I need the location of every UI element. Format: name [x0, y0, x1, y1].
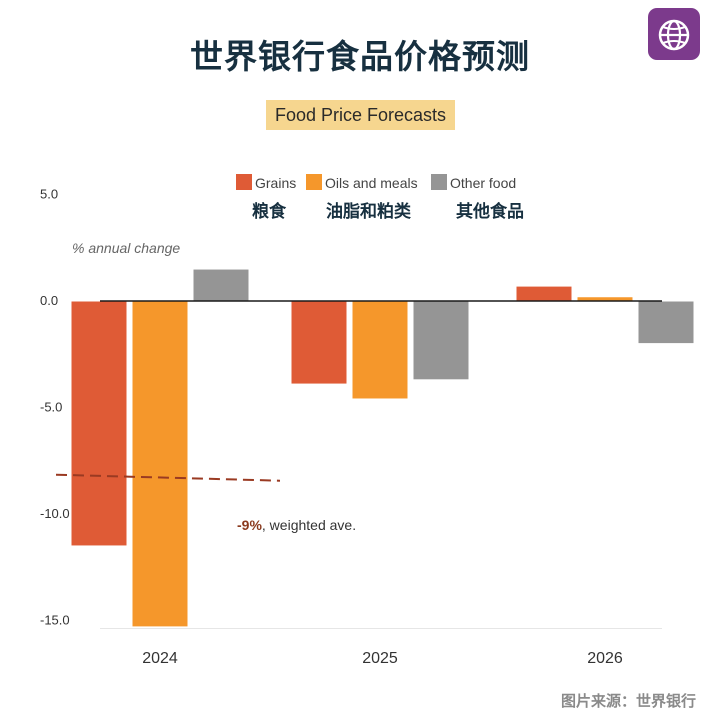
y-axis-label: % annual change [72, 240, 180, 256]
y-tick-label: -10.0 [40, 506, 70, 521]
y-tick-label: -15.0 [40, 613, 70, 628]
bar-other-food-2025 [412, 300, 470, 381]
weighted-average-annotation: -9%, weighted ave. [237, 517, 356, 533]
legend-swatch-grains [236, 174, 252, 190]
legend-label-zh: 粮食 [252, 201, 287, 222]
y-tick-label: 5.0 [40, 187, 58, 202]
bar-other-food-2026 [637, 300, 695, 345]
bar-grains-2024 [70, 300, 128, 547]
y-tick-label: -5.0 [40, 400, 62, 415]
globe-icon [658, 19, 690, 51]
legend-label-zh: 其他食品 [456, 201, 524, 222]
bar-oils-and-meals-2024 [131, 300, 189, 628]
x-tick-label: 2026 [587, 650, 623, 667]
bar-oils-and-meals-2025 [351, 300, 409, 400]
page-title: 世界银行食品价格预测 [190, 37, 530, 76]
legend-label: Oils and meals [325, 175, 418, 191]
image-source: 图片来源：世界银行 [560, 692, 696, 710]
weighted-average-line [55, 473, 281, 482]
world-bank-logo [648, 8, 700, 60]
legend-label-zh: 油脂和粕类 [326, 201, 412, 222]
legend-swatch-oils-and-meals [306, 174, 322, 190]
bar-grains-2026 [515, 285, 573, 302]
y-tick-label: 0.0 [40, 293, 58, 308]
x-tick-label: 2025 [362, 650, 398, 667]
chart-title: Food Price Forecasts [266, 100, 456, 130]
legend-label: Grains [255, 175, 296, 191]
x-tick-label: 2024 [142, 650, 178, 667]
bar-grains-2025 [290, 300, 348, 385]
legend-label: Other food [450, 175, 516, 191]
legend-swatch-other-food [431, 174, 447, 190]
bar-other-food-2024 [192, 268, 250, 302]
